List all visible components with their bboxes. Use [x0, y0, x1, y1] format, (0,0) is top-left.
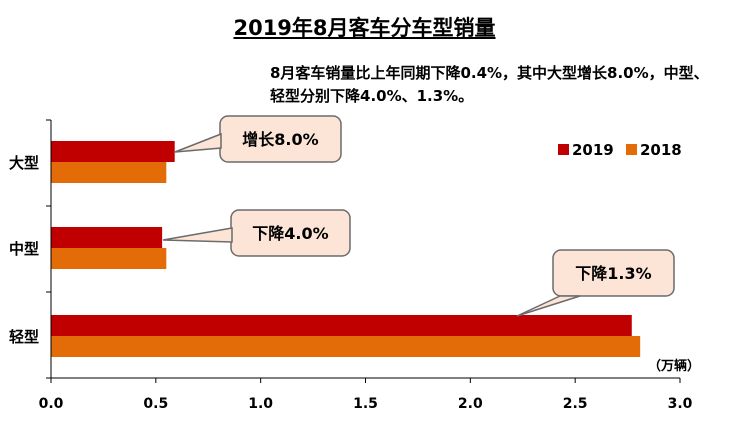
bar-2019-1	[51, 227, 163, 248]
x-tick-label: 1.5	[353, 396, 378, 412]
category-label: 中型	[9, 240, 39, 258]
callout-pointer-join	[222, 135, 225, 147]
category-label: 大型	[9, 154, 39, 172]
legend-swatch-2019	[558, 144, 569, 155]
legend-label: 2018	[640, 141, 682, 159]
bar-2018-2	[51, 336, 641, 357]
callout-pointer	[162, 227, 233, 243]
bar-2018-1	[51, 248, 167, 269]
legend-label: 2019	[572, 141, 614, 159]
callout-label: 下降1.3%	[575, 264, 651, 283]
x-tick-label: 2.0	[458, 396, 483, 412]
x-tick-label: 0.0	[39, 396, 64, 412]
callout-1: 下降4.0%	[162, 209, 351, 257]
category-label: 轻型	[9, 328, 39, 346]
chart-title: 2019年8月客车分车型销量	[233, 16, 496, 40]
legend-swatch-2018	[626, 144, 637, 155]
bar-2019-2	[51, 315, 632, 336]
callout-pointer	[516, 295, 581, 317]
callout-pointer-join	[233, 229, 236, 241]
bar-2019-0	[51, 141, 175, 162]
callout-pointer	[174, 132, 222, 153]
bar-2018-0	[51, 162, 167, 183]
x-tick-label: 3.0	[668, 396, 693, 412]
x-tick-label: 0.5	[143, 396, 168, 412]
unit-label: （万辆）	[648, 358, 700, 374]
callout-pointer-join	[561, 292, 579, 295]
callout-label: 下降4.0%	[252, 224, 328, 243]
callout-box	[552, 249, 675, 297]
callout-2: 下降1.3%	[516, 249, 675, 317]
callout-label: 增长8.0%	[242, 130, 318, 149]
x-tick-label: 1.0	[248, 396, 273, 412]
callout-0: 增长8.0%	[174, 115, 342, 163]
x-tick-label: 2.5	[563, 396, 588, 412]
chart-subtitle: 8月客车销量比上年同期下降0.4%，其中大型增长8.0%，中型、轻型分别下降4.…	[270, 64, 709, 105]
